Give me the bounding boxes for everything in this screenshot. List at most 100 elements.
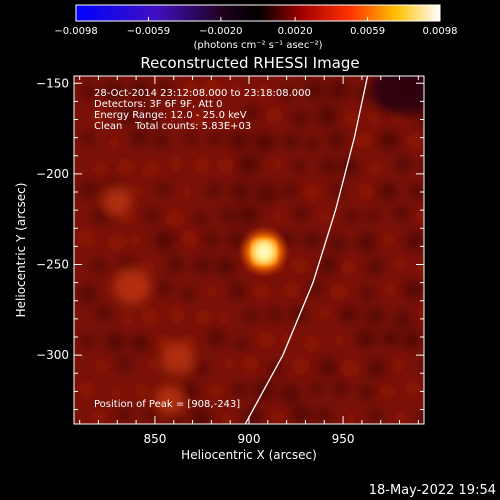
texture-blob [197, 76, 227, 104]
texture-blob [101, 328, 129, 356]
texture-blob [76, 177, 101, 202]
texture-blob [307, 379, 326, 399]
texture-blob [217, 204, 239, 226]
colorbar-unit-label: (photons cm⁻² s⁻¹ asec⁻²) [193, 40, 322, 51]
texture-blob [191, 208, 211, 228]
texture-blob [390, 202, 413, 225]
texture-blob [325, 278, 353, 307]
texture-blob [162, 301, 190, 329]
texture-blob [391, 306, 416, 331]
texture-blob [225, 126, 253, 155]
texture-blob [105, 382, 126, 403]
texture-blob [314, 251, 342, 280]
texture-blob [99, 76, 128, 106]
texture-blob [378, 228, 400, 251]
texture-blob [349, 125, 379, 155]
texture-blob [352, 228, 380, 256]
texture-blob [249, 127, 279, 158]
image-texture [74, 76, 424, 424]
texture-blob [280, 180, 302, 201]
texture-blob [229, 379, 250, 400]
texture-blob [184, 102, 215, 133]
texture-blob [302, 133, 321, 153]
secondary-source [114, 268, 151, 305]
texture-blob [363, 255, 387, 279]
texture-blob [154, 78, 176, 99]
annotation-energy: Energy Range: 12.0 - 25.0 keV [94, 110, 247, 121]
texture-blob [363, 206, 383, 225]
texture-blob [351, 325, 380, 353]
texture-blob [138, 106, 163, 130]
texture-blob [205, 128, 225, 149]
y-tick-label: −150 [36, 76, 69, 90]
texture-blob [397, 325, 424, 355]
texture-blob [114, 353, 135, 374]
texture-blob [85, 102, 112, 129]
secondary-source [161, 342, 194, 375]
texture-blob [177, 183, 196, 202]
texture-blob [227, 178, 254, 204]
texture-blob [265, 406, 289, 424]
texture-blob [387, 354, 410, 377]
texture-blob [286, 302, 311, 326]
texture-blob [276, 83, 298, 105]
annotation-peak-position: Position of Peak = [908,-243] [94, 399, 240, 410]
texture-blob [342, 409, 361, 424]
texture-blob [178, 284, 197, 304]
colorbar-tick-label: 0.0098 [423, 26, 458, 37]
colorbar-tick-label: −0.0020 [199, 26, 242, 37]
texture-blob [336, 255, 362, 281]
texture-blob [265, 304, 286, 325]
x-tick-label: 900 [238, 432, 261, 446]
texture-blob [325, 230, 350, 256]
texture-blob [92, 302, 115, 324]
secondary-source [103, 187, 132, 216]
solar-limb [244, 76, 369, 424]
colorbar-tick-label: −0.0098 [54, 26, 97, 37]
texture-blob [314, 353, 342, 381]
texture-blob [74, 280, 101, 308]
texture-blob [225, 278, 250, 303]
texture-blob [202, 281, 223, 302]
texture-blob [400, 226, 424, 255]
texture-blob [329, 331, 349, 351]
texture-blob [185, 402, 216, 424]
texture-blob [353, 178, 380, 205]
secondary-source [155, 386, 184, 415]
texture-blob [398, 274, 424, 305]
texture-blob [327, 180, 348, 201]
texture-blob [192, 358, 212, 379]
x-tick-label: 950 [332, 432, 355, 446]
peak-core [253, 240, 276, 263]
texture-blob [211, 252, 240, 281]
texture-blob [90, 354, 113, 378]
texture-blob [87, 404, 112, 424]
texture-blob [414, 302, 424, 326]
texture-blob [304, 277, 327, 300]
texture-blob [289, 203, 312, 225]
texture-blob [374, 126, 404, 155]
texture-blob [141, 355, 160, 374]
texture-blob [286, 400, 316, 424]
texture-blob [190, 304, 216, 331]
texture-blob [300, 228, 324, 252]
texture-blob [300, 76, 328, 104]
texture-blob [181, 129, 200, 148]
texture-blob [288, 107, 311, 130]
texture-blob [219, 354, 239, 373]
annotation-time: 28-Oct-2014 23:12:08.000 to 23:18:08.000 [94, 88, 311, 99]
texture-blob [252, 80, 275, 102]
texture-blob [314, 303, 336, 324]
texture-blob [278, 276, 305, 303]
texture-blob [78, 80, 100, 102]
texture-blob [276, 379, 305, 408]
x-axis-label: Heliocentric X (arcsec) [181, 448, 317, 462]
texture-blob [378, 278, 402, 301]
y-tick-label: −200 [36, 167, 69, 181]
colorbar-ticks: −0.0098 −0.0059 −0.0020 0.0020 0.0059 0.0098 [54, 17, 458, 37]
y-tick-label: −300 [36, 348, 69, 362]
colorbar-gradient [75, 4, 441, 22]
texture-blob [139, 256, 159, 276]
texture-blob [412, 258, 424, 280]
texture-blob [313, 404, 336, 424]
